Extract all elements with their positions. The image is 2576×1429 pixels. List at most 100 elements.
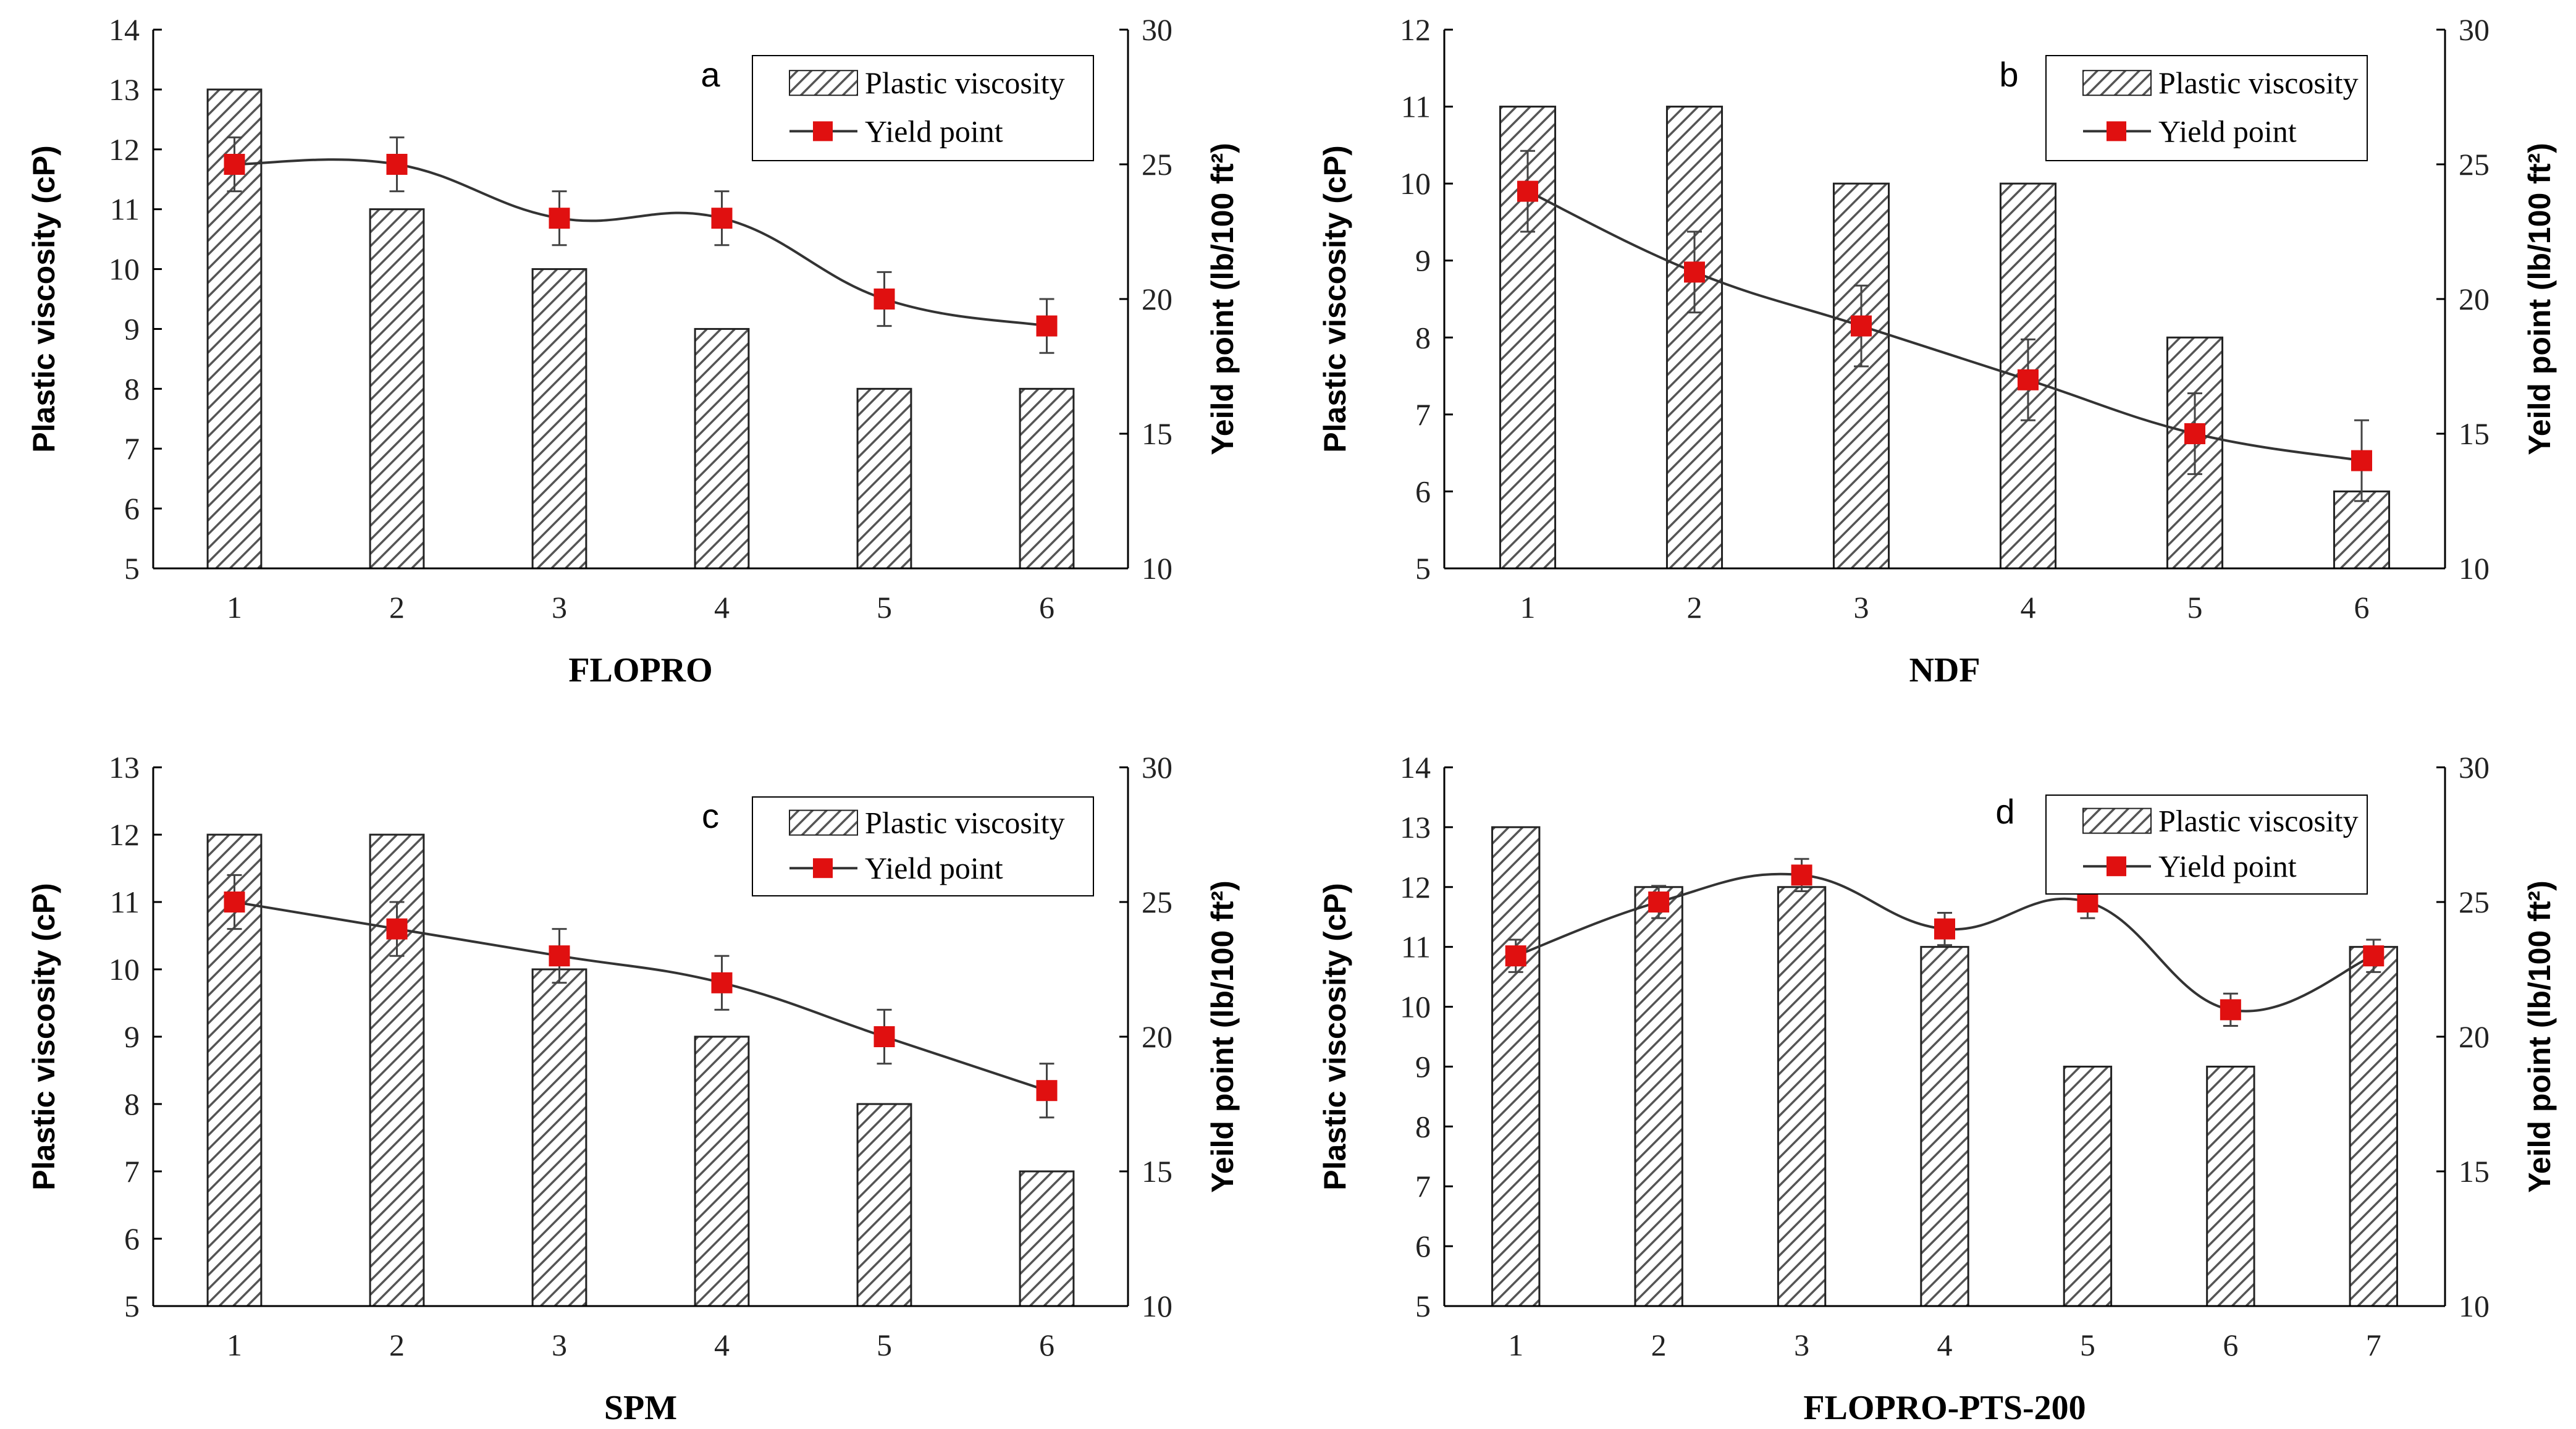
x-tick-label: 6 bbox=[2354, 590, 2370, 625]
yield-point-marker-a-3 bbox=[549, 208, 570, 229]
x-tick-label: 2 bbox=[389, 590, 405, 625]
x-tick-label: 3 bbox=[552, 1328, 567, 1362]
panel-letter: a bbox=[701, 55, 720, 94]
bar-b-2 bbox=[1665, 106, 1724, 570]
yield-point-marker-a-2 bbox=[386, 154, 408, 175]
y2-tick-label: 30 bbox=[1142, 12, 1172, 47]
x-tick-label: 6 bbox=[2223, 1328, 2238, 1362]
legend-bar-swatch bbox=[789, 70, 858, 96]
panel-letter: b bbox=[1999, 55, 2018, 94]
yield-point-marker-b-6 bbox=[2351, 450, 2372, 471]
bar-d-4 bbox=[1920, 946, 1969, 1307]
y2-tick-label: 20 bbox=[2459, 1019, 2490, 1054]
y-tick-label: 12 bbox=[1400, 870, 1431, 904]
y-tick-label: 8 bbox=[1415, 320, 1431, 355]
y2-tick-label: 10 bbox=[1142, 1289, 1172, 1323]
y2-tick-label: 30 bbox=[1142, 750, 1172, 785]
yield-point-marker-b-4 bbox=[2018, 369, 2039, 390]
bar-c-6 bbox=[1019, 1170, 1075, 1307]
bar-d-6 bbox=[2206, 1065, 2255, 1307]
y2-tick-label: 20 bbox=[1142, 1019, 1172, 1054]
y2-tick-label: 20 bbox=[1142, 282, 1172, 316]
y-tick-label: 11 bbox=[110, 192, 140, 227]
y-tick-label: 9 bbox=[1415, 243, 1431, 278]
y2-tick-label: 30 bbox=[2459, 12, 2490, 47]
x-tick-label: 1 bbox=[227, 590, 242, 625]
yield-point-line-b bbox=[1527, 190, 2362, 462]
yield-point-marker-d-3 bbox=[1791, 864, 1812, 886]
yield-point-marker-d-1 bbox=[1505, 945, 1526, 967]
y-tick-label: 5 bbox=[124, 551, 140, 586]
yield-point-marker-b-2 bbox=[1684, 261, 1705, 283]
y-tick-label: 10 bbox=[109, 252, 140, 287]
panel-letter: d bbox=[1995, 792, 2014, 831]
legend-line-label: Yield point bbox=[865, 851, 1003, 885]
yield-point-marker-d-7 bbox=[2363, 945, 2384, 967]
bar-b-3 bbox=[1832, 182, 1890, 570]
yield-point-line-a bbox=[234, 158, 1047, 327]
y-tick-label: 14 bbox=[1400, 750, 1431, 785]
x-tick-label: 4 bbox=[714, 590, 730, 625]
y-tick-label: 8 bbox=[1415, 1109, 1431, 1144]
legend: Plastic viscosity Yield point bbox=[752, 55, 1094, 161]
yield-point-marker-d-4 bbox=[1934, 918, 1955, 940]
yield-point-marker-d-2 bbox=[1648, 892, 1670, 913]
bar-a-4 bbox=[694, 327, 750, 570]
x-tick-label: 5 bbox=[2080, 1328, 2095, 1362]
y2-tick-label: 25 bbox=[2459, 147, 2490, 182]
y-tick-label: 9 bbox=[1415, 1049, 1431, 1084]
panel-letter: c bbox=[702, 796, 719, 835]
y2-tick-label: 15 bbox=[1142, 1154, 1172, 1189]
y2-axis-title: Yeild point (lb/100 ft²) bbox=[1205, 880, 1240, 1193]
y-tick-label: 5 bbox=[1415, 1289, 1431, 1323]
yield-point-line-c bbox=[234, 901, 1048, 1092]
bar-c-3 bbox=[531, 968, 587, 1307]
x-tick-label: 1 bbox=[227, 1328, 242, 1362]
bar-a-6 bbox=[1019, 387, 1075, 570]
yield-point-marker-c-5 bbox=[873, 1026, 895, 1047]
bar-d-2 bbox=[1634, 886, 1683, 1307]
x-tick-label: 2 bbox=[1687, 590, 1703, 625]
y-tick-label: 9 bbox=[124, 1019, 140, 1054]
y2-tick-label: 25 bbox=[2459, 885, 2490, 919]
yield-point-marker-b-5 bbox=[2184, 423, 2205, 444]
legend-marker-swatch bbox=[813, 858, 833, 879]
y-tick-label: 14 bbox=[109, 12, 140, 47]
y-tick-label: 7 bbox=[1415, 397, 1431, 432]
yield-point-marker-c-6 bbox=[1036, 1080, 1058, 1102]
legend: Plastic viscosity Yield point bbox=[2045, 55, 2368, 161]
legend: Plastic viscosity Yield point bbox=[752, 796, 1094, 896]
y-tick-label: 6 bbox=[124, 491, 140, 526]
y2-axis-title: Yeild point (lb/100 ft²) bbox=[2522, 143, 2557, 455]
yield-point-marker-c-2 bbox=[386, 918, 408, 940]
y-tick-label: 11 bbox=[1401, 930, 1431, 964]
x-axis-title: FLOPRO bbox=[568, 651, 712, 689]
yield-point-marker-b-1 bbox=[1517, 180, 1538, 202]
y-tick-label: 6 bbox=[1415, 1229, 1431, 1263]
legend-line-label: Yield point bbox=[2158, 114, 2297, 148]
y2-tick-label: 10 bbox=[1142, 551, 1172, 586]
y-tick-label: 5 bbox=[124, 1289, 140, 1323]
legend-bar-swatch bbox=[789, 809, 858, 836]
x-tick-label: 5 bbox=[877, 590, 892, 625]
y-tick-label: 12 bbox=[109, 817, 140, 852]
x-tick-label: 1 bbox=[1520, 590, 1536, 625]
legend-bar-label: Plastic viscosity bbox=[2158, 804, 2359, 838]
y-tick-label: 12 bbox=[109, 132, 140, 167]
y-tick-label: 10 bbox=[109, 952, 140, 987]
legend-marker-swatch bbox=[2107, 856, 2126, 877]
x-tick-label: 3 bbox=[1794, 1328, 1809, 1362]
yield-point-marker-d-6 bbox=[2220, 999, 2241, 1021]
bar-d-7 bbox=[2349, 946, 2398, 1307]
x-tick-label: 4 bbox=[1937, 1328, 1953, 1362]
x-tick-label: 3 bbox=[552, 590, 567, 625]
legend-bar-swatch bbox=[2082, 70, 2152, 96]
x-tick-label: 4 bbox=[2021, 590, 2036, 625]
legend-bar-label: Plastic viscosity bbox=[2158, 65, 2359, 100]
y2-axis-title: Yeild point (lb/100 ft²) bbox=[1205, 143, 1240, 455]
bar-c-4 bbox=[694, 1035, 750, 1307]
y2-tick-label: 10 bbox=[2459, 1289, 2490, 1323]
yield-point-marker-c-4 bbox=[711, 972, 733, 993]
